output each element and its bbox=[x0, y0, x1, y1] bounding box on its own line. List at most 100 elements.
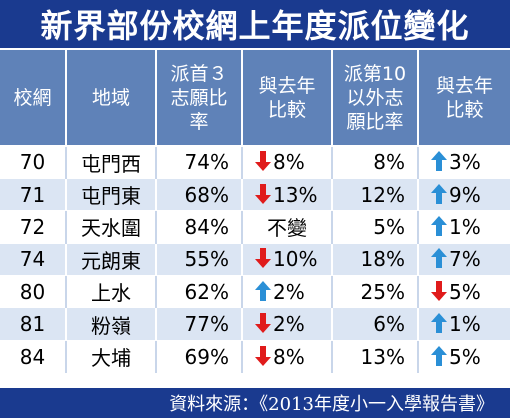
header-line: 率 bbox=[189, 110, 209, 133]
first-choice-change-cell: 10% bbox=[242, 243, 333, 277]
header-line: 志願比 bbox=[170, 86, 228, 109]
table-row: 72 天水圍 84% 不變 5% 1% bbox=[0, 210, 510, 244]
first-choice-rate-cell: 69% bbox=[156, 340, 243, 374]
down-arrow-icon bbox=[255, 151, 271, 172]
first-choice-rate-cell: 77% bbox=[156, 307, 243, 341]
outside-top10-change-cell: 7% bbox=[418, 243, 510, 277]
header-district: 地域 bbox=[66, 50, 157, 147]
table-row: 74 元朗東 55% 10% 18% 7% bbox=[0, 243, 510, 277]
header-outside-top10-change: 與去年 比較 bbox=[418, 50, 510, 147]
header-line: 比較 bbox=[445, 98, 484, 121]
down-arrow-icon bbox=[255, 345, 271, 366]
header-first-choice-rate: 派首３ 志願比率 bbox=[156, 50, 243, 147]
change-value: 5% bbox=[449, 344, 481, 369]
header-line: 與去年 bbox=[435, 74, 493, 97]
outside-top10-change-cell: 5% bbox=[418, 275, 510, 309]
change-value: 10% bbox=[273, 247, 318, 272]
change-value: 8% bbox=[273, 344, 305, 369]
change-value: 1% bbox=[449, 214, 481, 239]
up-arrow-icon bbox=[431, 313, 447, 334]
header-outside-top10-rate: 派第10 以外志 願比率 bbox=[332, 50, 419, 147]
source-note: 資料來源：《2013年度小一入學報告書》 bbox=[0, 388, 510, 418]
header-line: 派第10 bbox=[343, 62, 407, 85]
change-value: 3% bbox=[449, 150, 481, 175]
outside-top10-change-cell: 1% bbox=[418, 210, 510, 244]
table-row: 80 上水 62% 2% 25% 5% bbox=[0, 275, 510, 309]
first-choice-rate-cell: 62% bbox=[156, 275, 243, 309]
header-line: 願比率 bbox=[346, 110, 404, 133]
school-net-cell: 81 bbox=[0, 307, 67, 341]
up-arrow-icon bbox=[431, 183, 447, 204]
school-net-cell: 70 bbox=[0, 146, 67, 179]
change-value: 2% bbox=[273, 279, 305, 304]
first-choice-change-cell: 2% bbox=[242, 307, 333, 341]
first-choice-rate-cell: 84% bbox=[156, 210, 243, 244]
table-row: 84 大埔 69% 8% 13% 5% bbox=[0, 340, 510, 374]
outside-top10-change-cell: 5% bbox=[418, 340, 510, 374]
first-choice-change-cell: 8% bbox=[242, 340, 333, 374]
outside-top10-rate-cell: 6% bbox=[332, 307, 419, 341]
outside-top10-rate-cell: 25% bbox=[332, 275, 419, 309]
outside-top10-change-cell: 9% bbox=[418, 178, 510, 212]
change-value: 不變 bbox=[267, 216, 307, 241]
header-first-choice-change: 與去年 比較 bbox=[242, 50, 333, 147]
first-choice-rate-cell: 68% bbox=[156, 178, 243, 212]
school-net-cell: 72 bbox=[0, 210, 67, 244]
district-cell: 屯門東 bbox=[66, 178, 157, 212]
change-value: 8% bbox=[273, 150, 305, 175]
table-body: 70 屯門西 74% 8% 8% 3% 71 屯門東 68% 13% 12% 9% 72 天水圍 84% 不變… bbox=[0, 146, 510, 374]
first-choice-rate-cell: 55% bbox=[156, 243, 243, 277]
change-value: 13% bbox=[273, 182, 318, 207]
district-cell: 上水 bbox=[66, 275, 157, 309]
outside-top10-change-cell: 1% bbox=[418, 307, 510, 341]
down-arrow-icon bbox=[431, 280, 447, 301]
page-title: 新界部份校網上年度派位變化 bbox=[0, 0, 510, 50]
district-cell: 粉嶺 bbox=[66, 307, 157, 341]
district-cell: 大埔 bbox=[66, 340, 157, 374]
school-net-cell: 71 bbox=[0, 178, 67, 212]
table-header: 校網 地域 派首３ 志願比率與去年 比較 派第10 以外志 願比率 與去年 比較 bbox=[0, 50, 510, 147]
district-cell: 屯門西 bbox=[66, 146, 157, 179]
outside-top10-rate-cell: 5% bbox=[332, 210, 419, 244]
change-value: 1% bbox=[449, 312, 481, 337]
header-line: 與去年 bbox=[258, 74, 316, 97]
header-line: 以外志 bbox=[346, 86, 404, 109]
up-arrow-icon bbox=[255, 280, 271, 301]
outside-top10-rate-cell: 18% bbox=[332, 243, 419, 277]
header-line: 派首３ bbox=[170, 62, 228, 85]
table-row: 71 屯門東 68% 13% 12% 9% bbox=[0, 178, 510, 212]
district-cell: 天水圍 bbox=[66, 210, 157, 244]
down-arrow-icon bbox=[255, 313, 271, 334]
outside-top10-change-cell: 3% bbox=[418, 146, 510, 179]
change-value: 5% bbox=[449, 279, 481, 304]
outside-top10-rate-cell: 8% bbox=[332, 146, 419, 179]
allocation-table: 校網 地域 派首３ 志願比率與去年 比較 派第10 以外志 願比率 與去年 比較 70 屯門西 74%… bbox=[0, 50, 510, 374]
school-net-cell: 74 bbox=[0, 243, 67, 277]
first-choice-rate-cell: 74% bbox=[156, 146, 243, 179]
header-line: 地域 bbox=[91, 86, 130, 109]
first-choice-change-cell: 8% bbox=[242, 146, 333, 179]
table-row: 81 粉嶺 77% 2% 6% 1% bbox=[0, 307, 510, 341]
down-arrow-icon bbox=[255, 183, 271, 204]
school-net-cell: 80 bbox=[0, 275, 67, 309]
up-arrow-icon bbox=[431, 215, 447, 236]
up-arrow-icon bbox=[431, 345, 447, 366]
change-value: 9% bbox=[449, 182, 481, 207]
table-row: 70 屯門西 74% 8% 8% 3% bbox=[0, 146, 510, 179]
first-choice-change-cell: 13% bbox=[242, 178, 333, 212]
down-arrow-icon bbox=[255, 248, 271, 269]
up-arrow-icon bbox=[431, 151, 447, 172]
outside-top10-rate-cell: 12% bbox=[332, 178, 419, 212]
header-line: 比較 bbox=[267, 98, 306, 121]
first-choice-change-cell: 不變 bbox=[242, 210, 333, 244]
header-line: 校網 bbox=[13, 86, 52, 109]
school-net-cell: 84 bbox=[0, 340, 67, 374]
first-choice-change-cell: 2% bbox=[242, 275, 333, 309]
up-arrow-icon bbox=[431, 248, 447, 269]
outside-top10-rate-cell: 13% bbox=[332, 340, 419, 374]
change-value: 7% bbox=[449, 247, 481, 272]
header-school-net: 校網 bbox=[0, 50, 67, 147]
district-cell: 元朗東 bbox=[66, 243, 157, 277]
change-value: 2% bbox=[273, 312, 305, 337]
